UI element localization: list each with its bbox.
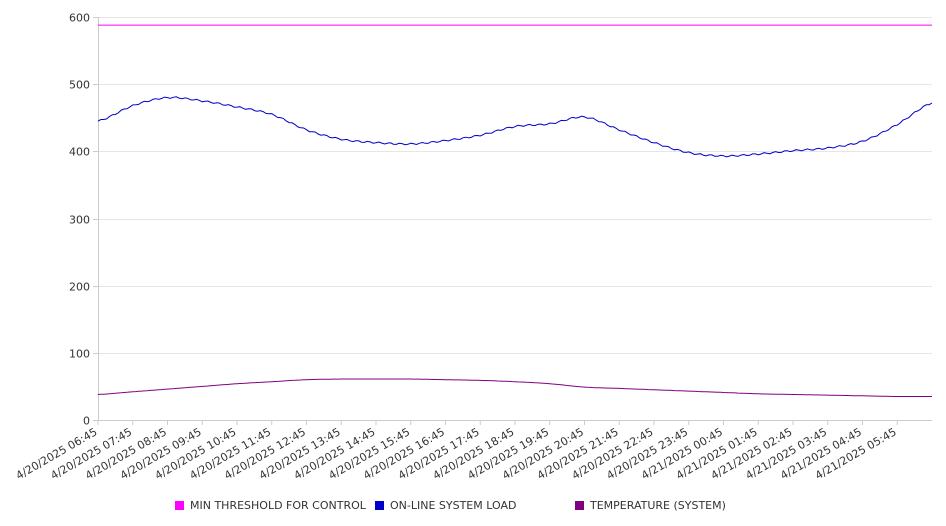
legend: MIN THRESHOLD FOR CONTROL ON-LINE SYSTEM … xyxy=(175,499,726,512)
y-axis-ticks: 0 100 200 300 400 500 600 xyxy=(69,12,98,428)
legend-label: TEMPERATURE (SYSTEM) xyxy=(589,499,726,512)
y-tick-label: 200 xyxy=(69,281,90,294)
legend-swatch xyxy=(375,501,384,510)
series-line-2 xyxy=(97,378,932,397)
grid-lines xyxy=(98,17,932,354)
series-lines xyxy=(97,24,933,397)
y-tick-label: 600 xyxy=(69,12,90,25)
legend-label: MIN THRESHOLD FOR CONTROL xyxy=(190,499,367,512)
legend-swatch xyxy=(575,501,584,510)
y-tick-label: 0 xyxy=(83,415,90,428)
legend-swatch xyxy=(175,501,184,510)
y-tick-label: 500 xyxy=(69,79,90,92)
series-line-1 xyxy=(97,96,933,158)
y-tick-label: 100 xyxy=(69,348,90,361)
y-tick-label: 400 xyxy=(69,146,90,159)
legend-label: ON-LINE SYSTEM LOAD xyxy=(390,499,516,512)
x-axis-ticks: 4/20/2025 06:454/20/2025 07:454/20/2025 … xyxy=(14,420,899,482)
y-tick-label: 300 xyxy=(69,214,90,227)
